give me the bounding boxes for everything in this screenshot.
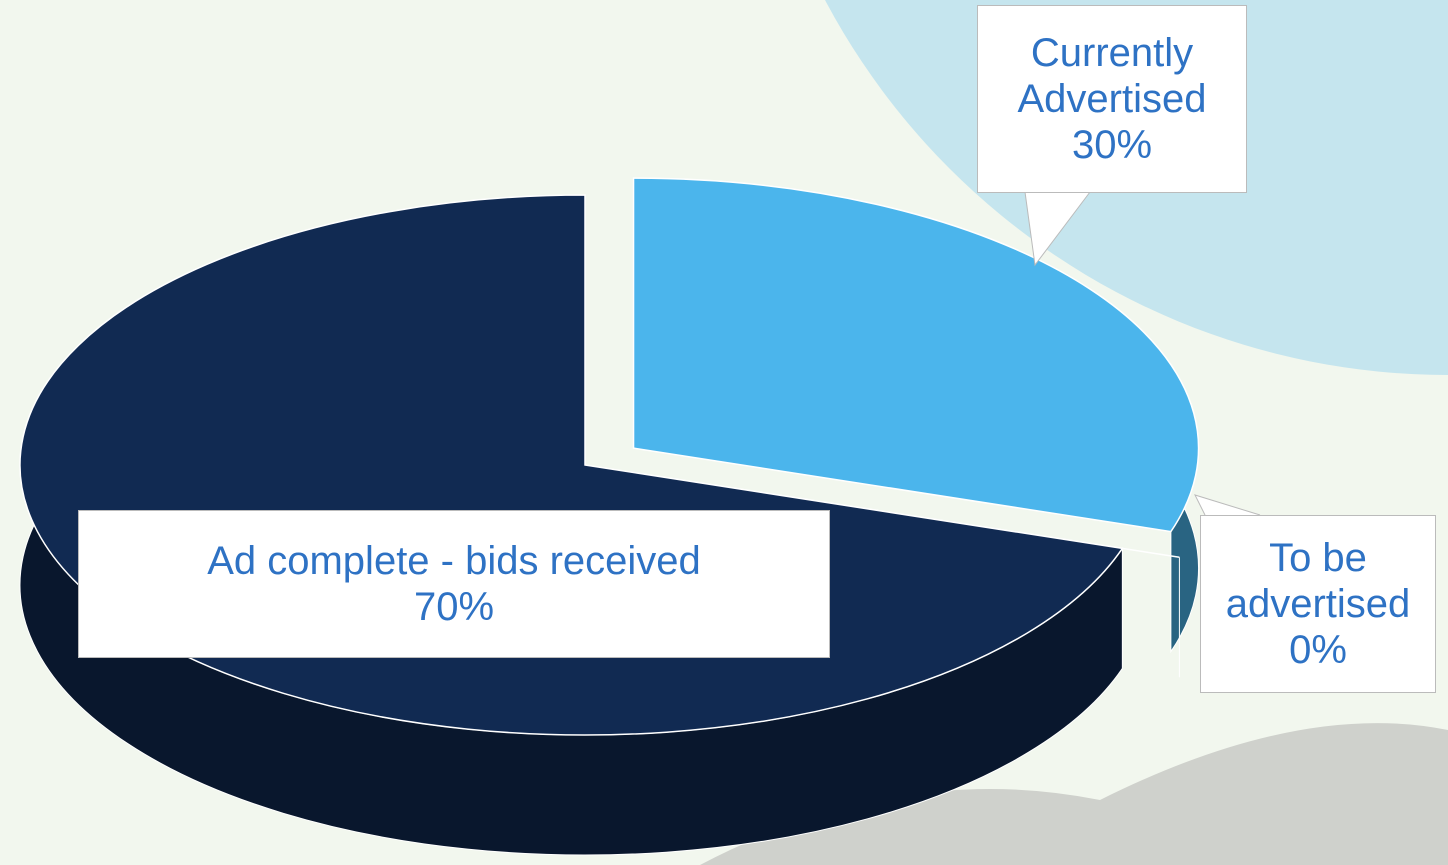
callout-pointer xyxy=(1194,494,1261,516)
category-label: Currently Advertised xyxy=(1017,31,1207,121)
category-label: To be advertised xyxy=(1225,536,1411,626)
value-label: 30% xyxy=(1071,123,1153,167)
category-label: Ad complete - bids received xyxy=(207,539,701,583)
background-hills xyxy=(700,723,1448,865)
callout-pointer xyxy=(1024,191,1091,267)
slice xyxy=(632,177,1200,533)
data-label: Currently Advertised 30% xyxy=(977,5,1247,193)
data-label: To be advertised 0% xyxy=(1200,515,1436,693)
data-label: Ad complete - bids received 70% xyxy=(78,510,830,658)
value-label: 70% xyxy=(413,585,495,629)
value-label: 0% xyxy=(1289,628,1347,672)
